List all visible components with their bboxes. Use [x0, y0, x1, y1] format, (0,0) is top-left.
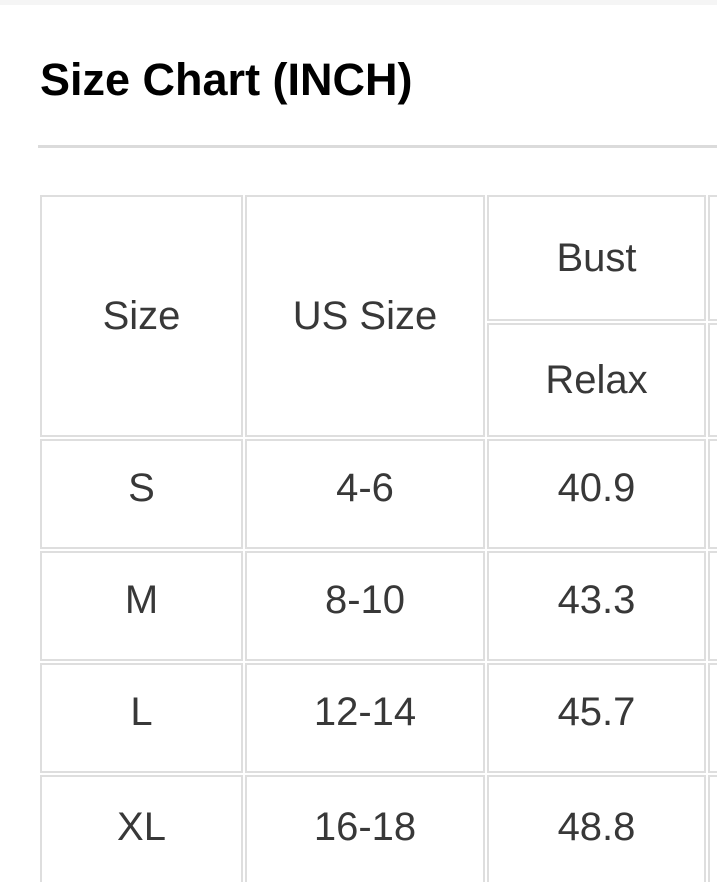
top-divider-strip — [0, 0, 717, 5]
header-next-column-sliver — [708, 195, 717, 321]
header-relax: Relax — [487, 323, 706, 437]
title-underline — [38, 145, 717, 148]
next-column-sliver — [708, 551, 717, 661]
next-column-sliver — [708, 775, 717, 882]
header-us-size: US Size — [245, 195, 485, 437]
table-row: L 12-14 45.7 — [40, 663, 717, 773]
bust-relax-cell: 45.7 — [487, 663, 706, 773]
next-column-sliver — [708, 663, 717, 773]
size-chart-table: Size US Size Bust Relax S 4-6 40.9 M 8-10 43.… — [38, 193, 717, 882]
size-chart-viewport: Size US Size Bust Relax S 4-6 40.9 M 8-10 43.… — [38, 193, 717, 882]
bust-relax-cell: 40.9 — [487, 439, 706, 549]
page-title: Size Chart (INCH) — [40, 54, 413, 105]
next-column-sliver — [708, 439, 717, 549]
header-bust: Bust — [487, 195, 706, 321]
size-cell: L — [40, 663, 243, 773]
us-size-cell: 8-10 — [245, 551, 485, 661]
header-size: Size — [40, 195, 243, 437]
header-next-column-sliver — [708, 323, 717, 437]
table-row: S 4-6 40.9 — [40, 439, 717, 549]
bust-relax-cell: 43.3 — [487, 551, 706, 661]
size-cell: XL — [40, 775, 243, 882]
us-size-cell: 16-18 — [245, 775, 485, 882]
size-cell: M — [40, 551, 243, 661]
us-size-cell: 4-6 — [245, 439, 485, 549]
size-cell: S — [40, 439, 243, 549]
table-row: XL 16-18 48.8 — [40, 775, 717, 882]
bust-relax-cell: 48.8 — [487, 775, 706, 882]
table-row: M 8-10 43.3 — [40, 551, 717, 661]
us-size-cell: 12-14 — [245, 663, 485, 773]
